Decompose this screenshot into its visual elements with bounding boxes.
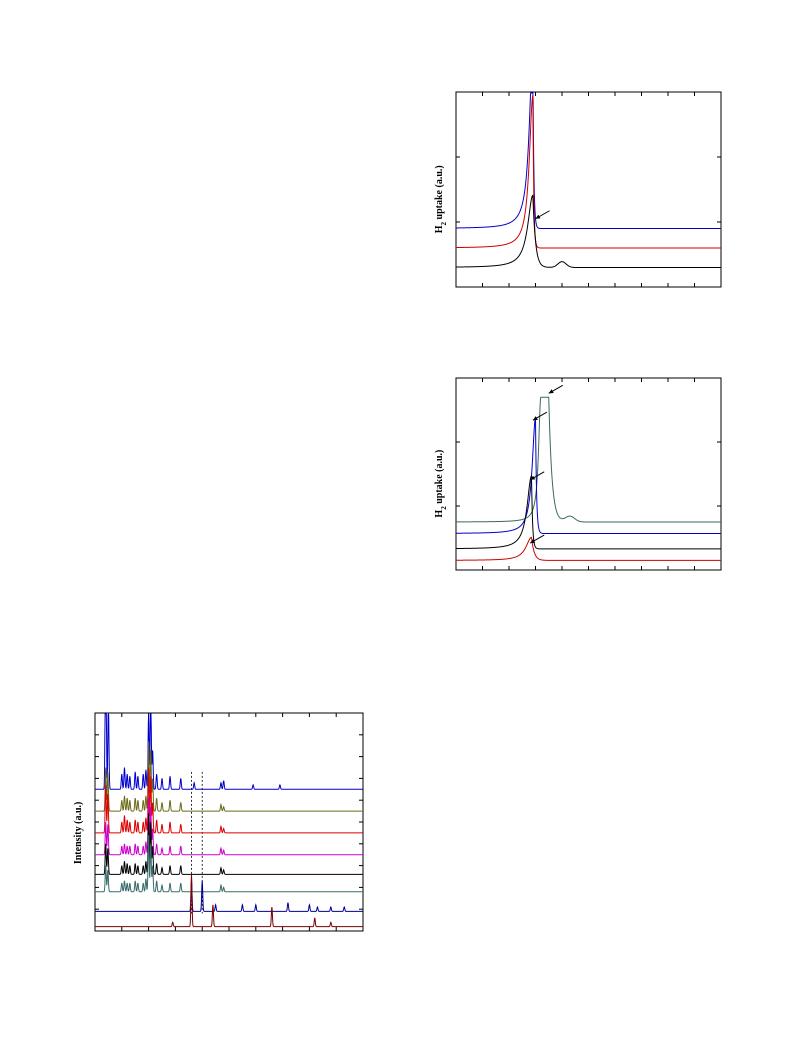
h2-uptake-chart-bottom-svg: H2 uptake (a.u.) xyxy=(434,377,722,571)
h2-uptake-chart-top: H2 uptake (a.u.) xyxy=(416,84,726,296)
tpr-top-y-axis-label: H2 uptake (a.u.) xyxy=(434,165,448,233)
tpr-bottom-annotation-arrow-4-head xyxy=(530,538,536,544)
xrd-series-line-5 xyxy=(95,813,363,875)
xrd-series-line-2 xyxy=(95,741,363,812)
tpr-bottom-annotation-arrow-1-head xyxy=(548,389,554,394)
tpr-top-annotation-arrow-1-head xyxy=(535,214,541,219)
h2-uptake-chart-bottom: H2 uptake (a.u.) xyxy=(416,370,726,580)
tpr-bottom-series-line-3 xyxy=(456,474,721,550)
tpr-bottom-series-line-1 xyxy=(456,396,721,523)
tpr-top-series-line-1 xyxy=(455,92,721,229)
tpr-bottom-y-axis-label: H2 uptake (a.u.) xyxy=(434,450,448,518)
tpr-bottom-series-line-2 xyxy=(456,418,721,535)
h2-uptake-chart-top-svg: H2 uptake (a.u.) xyxy=(434,91,722,288)
xrd-series-line-1 xyxy=(95,712,363,790)
xrd-series-line-6 xyxy=(95,835,363,893)
tpr-bottom-plot-frame xyxy=(455,377,722,571)
xrd-intensity-chart-svg: Intensity (a.u.) xyxy=(73,712,364,932)
tpr-bottom-series-line-4 xyxy=(456,536,721,561)
xrd-series-line-8 xyxy=(95,874,363,928)
tpr-bottom-annotation-arrow-3-head xyxy=(530,475,536,480)
xrd-series-line-7 xyxy=(95,880,363,912)
tpr-top-series-line-2 xyxy=(455,95,721,249)
xrd-series-line-4 xyxy=(95,797,363,856)
xrd-intensity-chart: Intensity (a.u.) xyxy=(70,708,370,940)
xrd-y-axis-label: Intensity (a.u.) xyxy=(73,802,84,865)
tpr-top-series-line-3 xyxy=(456,194,721,268)
tpr-top-plot-frame xyxy=(455,91,722,288)
xrd-series-line-3 xyxy=(95,767,363,834)
tpr-bottom-annotation-arrow-2-head xyxy=(532,416,538,421)
